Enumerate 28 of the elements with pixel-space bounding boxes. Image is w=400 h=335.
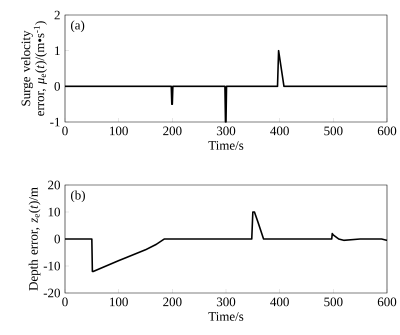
y-tick-label: 20 [48,180,60,190]
x-tick-label: 0 [62,298,68,306]
x-tick-label: 100 [110,298,128,306]
y-tick-label: 1 [55,46,60,55]
y-tick-label: 2 [54,10,60,20]
x-axis-title: Time/s [208,312,244,321]
y-tick-label: 0 [54,234,60,244]
x-tick-label: 400 [270,298,289,306]
y-tick-label: 10 [48,208,60,216]
x-tick-label: 200 [163,126,182,136]
x-tick-label: 300 [216,298,236,306]
x-tick-label: 300 [216,126,236,136]
y-tick-label: -20 [44,288,60,298]
y-tick-label: 0 [54,82,60,91]
annotation: (a) [70,20,84,32]
annotation: (b) [70,190,85,202]
y-tick-label: -10 [44,262,60,270]
y-axis-title: Depth error, z$_{e}$(t)/m [28,187,40,291]
x-tick-label: 600 [378,298,396,306]
x-tick-label: 100 [110,126,128,136]
x-tick-label: 400 [270,126,289,136]
y-tick-label: -1 [50,118,60,126]
x-tick-label: 500 [324,126,343,136]
x-tick-label: 0 [62,126,68,136]
x-axis-title: Time/s [208,141,244,150]
x-tick-label: 200 [163,298,182,306]
x-tick-label: 600 [378,126,396,136]
x-tick-label: 500 [324,298,343,306]
